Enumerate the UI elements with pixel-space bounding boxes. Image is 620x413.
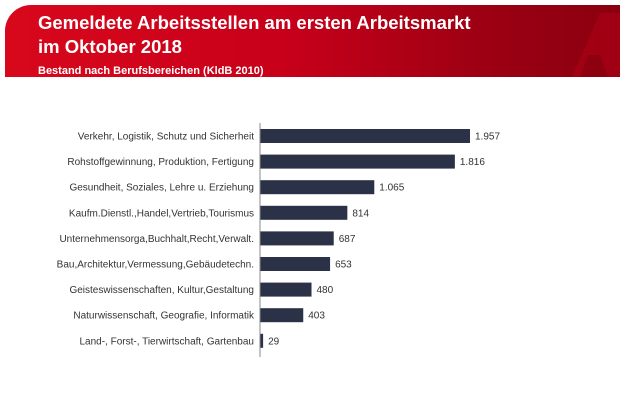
bar [260,231,334,246]
category-label: Unternehmensorga,Buchhalt,Recht,Verwalt. [59,234,254,245]
data-label: 653 [335,260,352,271]
category-label: Land-, Forst-, Tierwirtschaft, Gartenbau [79,336,254,347]
data-label: 480 [317,285,334,296]
category-label: Bau,Architektur,Vermessung,Gebäudetechn. [57,260,254,271]
title-line-2: im Oktober 2018 [38,36,182,57]
bar [260,129,470,143]
category-label: Rohstoffgewinnung, Produktion, Fertigung [67,157,254,168]
bar [260,205,348,220]
data-label: 29 [268,336,280,347]
data-label: 1.816 [460,157,485,168]
data-label: 1.065 [379,183,404,194]
bar [260,308,304,323]
category-label: Kaufm.Dienstl.,Handel,Vertrieb,Tourismus [69,208,254,219]
data-label: 403 [308,311,325,322]
agency-logo-icon [572,13,620,77]
page-title: Gemeldete Arbeitsstellen am ersten Arbei… [38,11,471,59]
category-label: Verkehr, Logistik, Schutz und Sicherheit [78,132,254,143]
category-label: Naturwissenschaft, Geografie, Informatik [73,311,255,322]
category-label: Geisteswissenschaften, Kultur,Gestaltung [69,285,254,296]
header-banner: Gemeldete Arbeitsstellen am ersten Arbei… [5,5,620,77]
bar [260,333,264,348]
bar [260,154,455,169]
title-line-1: Gemeldete Arbeitsstellen am ersten Arbei… [38,12,471,33]
bar [260,282,312,297]
page-subtitle: Bestand nach Berufsbereichen (KldB 2010) [38,65,264,77]
data-label: 1.957 [475,132,500,143]
bar [260,257,331,271]
category-label: Gesundheit, Soziales, Lehre u. Erziehung [69,183,254,194]
bar [260,180,375,195]
data-label: 687 [339,234,356,245]
data-label: 814 [352,208,369,219]
